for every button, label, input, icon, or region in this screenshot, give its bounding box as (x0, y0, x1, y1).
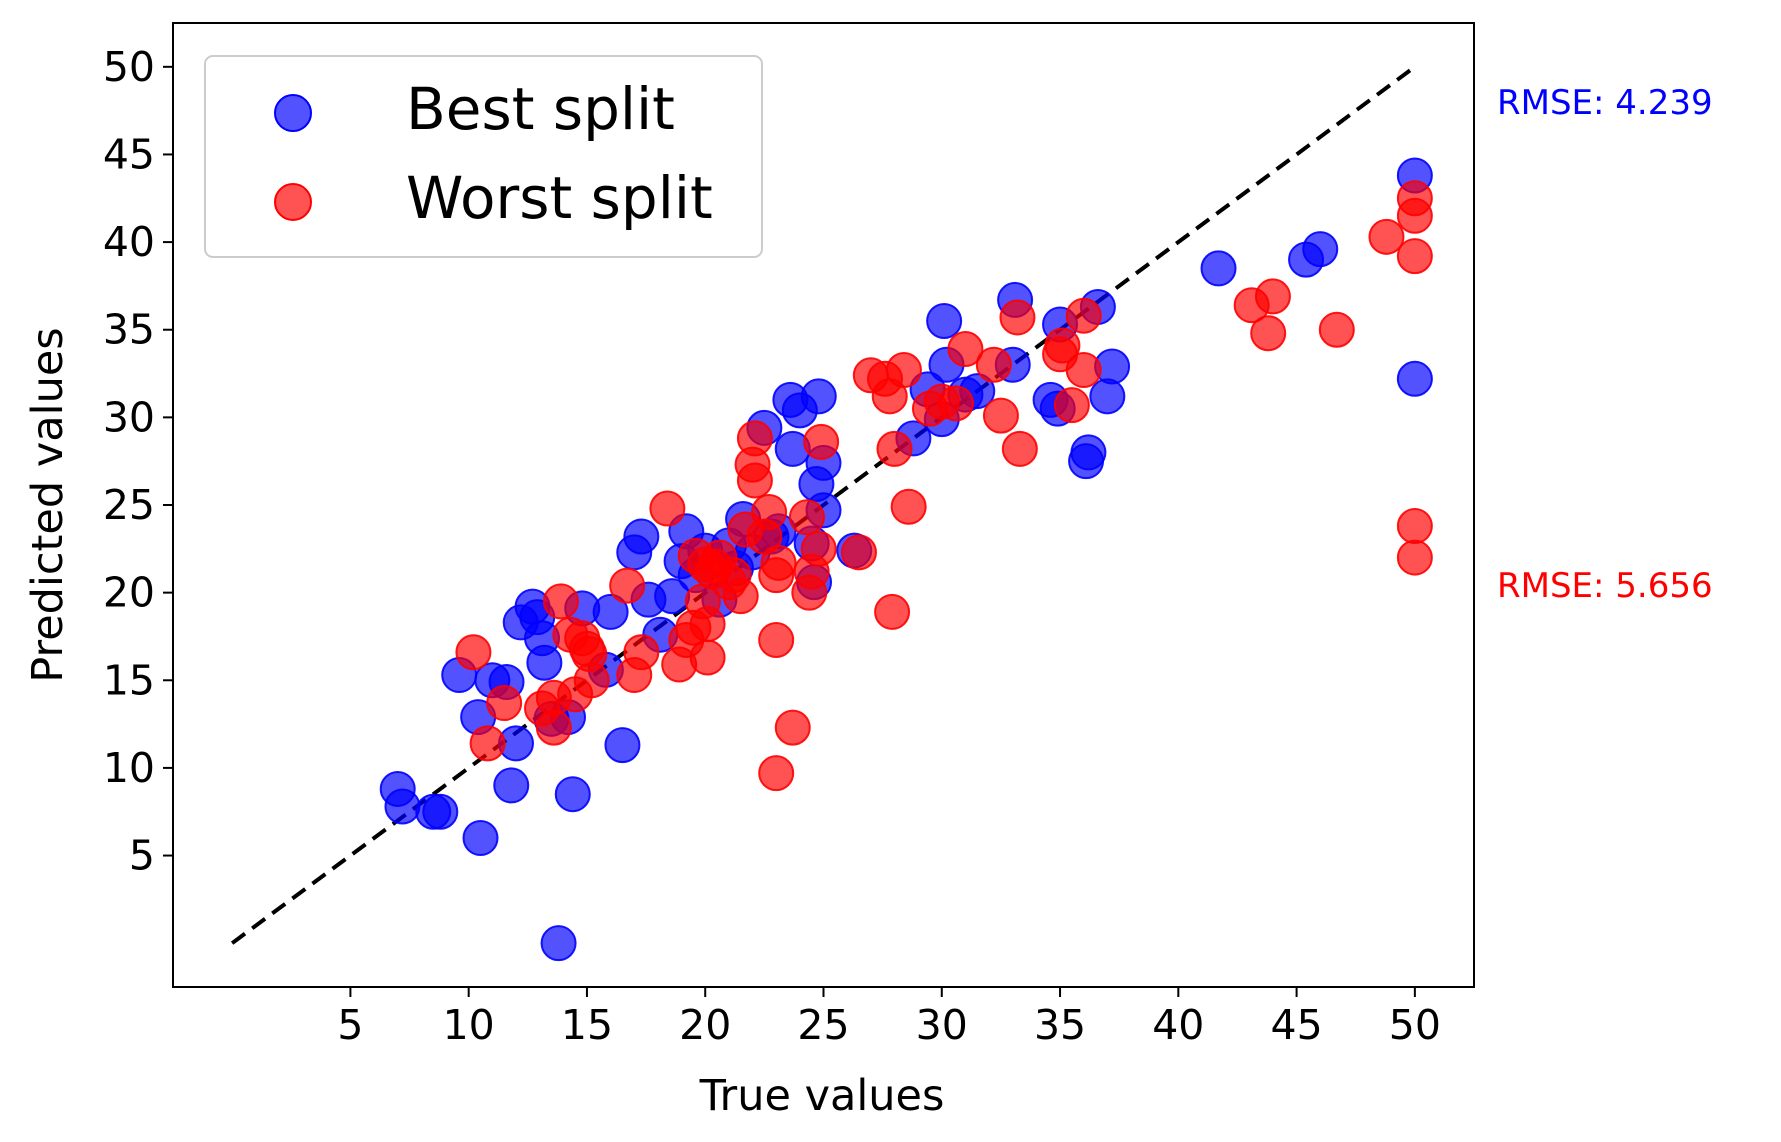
x-tick-label: 40 (1152, 1001, 1204, 1049)
data-point (540, 925, 577, 962)
y-tick-label: 45 (103, 130, 155, 178)
data-point (890, 488, 927, 525)
data-point (926, 302, 963, 339)
data-point (1065, 297, 1102, 334)
y-tick-label: 30 (103, 393, 155, 441)
data-point (1396, 197, 1433, 234)
data-point (999, 299, 1036, 336)
data-point (571, 635, 608, 672)
data-point (840, 534, 877, 571)
x-tick-label: 15 (561, 1001, 613, 1049)
data-point (1089, 378, 1126, 415)
rmse-best-annotation: RMSE: 4.239 (1497, 83, 1713, 123)
data-point (384, 788, 421, 825)
legend-marker-worst-split (274, 183, 312, 221)
data-point (422, 793, 459, 830)
data-point (1200, 250, 1237, 287)
data-point (526, 644, 563, 681)
x-tick-label: 25 (797, 1001, 849, 1049)
data-point (623, 518, 660, 555)
x-tick-label: 45 (1271, 1001, 1323, 1049)
data-point (609, 567, 646, 604)
data-point (689, 606, 726, 643)
data-point (1001, 430, 1038, 467)
data-point (788, 499, 825, 536)
data-point (493, 767, 530, 804)
x-tick-label: 10 (443, 1001, 495, 1049)
data-point (874, 593, 911, 630)
data-point (1396, 238, 1433, 275)
data-point (462, 820, 499, 857)
y-tick-label: 40 (103, 218, 155, 266)
x-tick-label: 5 (337, 1001, 363, 1049)
data-point (947, 331, 984, 368)
data-point (1250, 315, 1287, 352)
data-point (803, 423, 840, 460)
data-point (975, 346, 1012, 383)
legend-label-worst-split: Worst split (406, 164, 713, 232)
data-point (758, 755, 795, 792)
data-point (1302, 231, 1339, 268)
y-tick-label: 15 (103, 656, 155, 704)
data-point (592, 593, 629, 630)
x-tick-label: 30 (916, 1001, 968, 1049)
data-point (1068, 443, 1105, 480)
y-tick-label: 10 (103, 744, 155, 792)
data-point (800, 378, 837, 415)
y-tick-label: 25 (103, 481, 155, 529)
legend-box (204, 55, 763, 258)
data-point (1396, 539, 1433, 576)
data-point (1368, 218, 1405, 255)
x-axis-label: True values (699, 1071, 945, 1121)
data-point (1044, 327, 1081, 364)
data-point (1396, 508, 1433, 545)
data-point (1396, 360, 1433, 397)
x-axis: 5 10 15 20 25 30 35 40 45 50 (337, 987, 1441, 1049)
data-point (486, 685, 523, 722)
data-point (455, 634, 492, 671)
data-point (554, 776, 591, 813)
legend: Best split Worst split (204, 55, 763, 258)
points-layer (379, 157, 1433, 962)
data-point (751, 494, 788, 531)
rmse-worst-annotation: RMSE: 5.656 (1497, 566, 1713, 606)
y-axis-label: Predicted values (23, 327, 73, 682)
y-tick-label: 5 (129, 832, 155, 880)
legend-marker-best-split (274, 94, 312, 132)
data-point (1065, 352, 1102, 389)
data-point (623, 634, 660, 671)
y-axis: 5 10 15 20 25 30 35 40 45 50 (103, 43, 173, 880)
x-tick-label: 50 (1389, 1001, 1441, 1049)
data-point (689, 639, 726, 676)
data-point (649, 490, 686, 527)
data-point (876, 430, 913, 467)
x-tick-label: 35 (1034, 1001, 1086, 1049)
data-point (760, 544, 797, 581)
data-point (736, 462, 773, 499)
data-point (1254, 278, 1291, 315)
legend-label-best-split: Best split (406, 75, 675, 143)
data-point (982, 397, 1019, 434)
series-worst-split (455, 180, 1433, 792)
data-point (758, 621, 795, 658)
data-point (885, 352, 922, 389)
y-tick-label: 20 (103, 569, 155, 617)
data-point (1053, 387, 1090, 424)
data-point (542, 583, 579, 620)
data-point (715, 557, 752, 594)
data-point (1318, 311, 1355, 348)
data-point (604, 727, 641, 764)
y-tick-label: 50 (103, 43, 155, 91)
data-point (774, 709, 811, 746)
data-point (937, 385, 974, 422)
x-tick-label: 20 (679, 1001, 731, 1049)
data-point (800, 530, 837, 567)
y-tick-label: 35 (103, 306, 155, 354)
data-point (469, 725, 506, 762)
data-point (736, 420, 773, 457)
